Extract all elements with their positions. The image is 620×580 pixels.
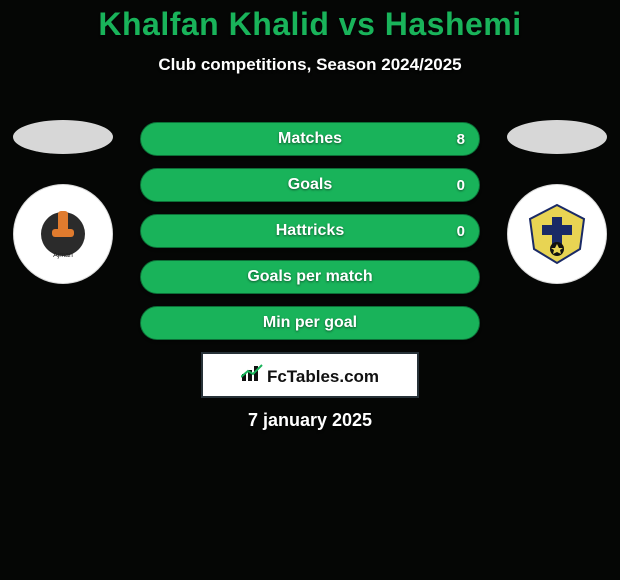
stat-label: Min per goal bbox=[263, 314, 357, 332]
stat-row-goals: Goals 0 bbox=[140, 168, 480, 202]
stat-label: Goals per match bbox=[247, 268, 372, 286]
stat-label: Goals bbox=[288, 176, 332, 194]
stat-label: Matches bbox=[278, 130, 342, 148]
stat-label: Hattricks bbox=[276, 222, 344, 240]
left-club-badge: Ajman bbox=[13, 184, 113, 284]
stat-right-value: 8 bbox=[457, 131, 465, 148]
stat-row-hattricks: Hattricks 0 bbox=[140, 214, 480, 248]
snapshot-date: 7 january 2025 bbox=[0, 410, 620, 431]
comparison-infographic: Khalfan Khalid vs Hashemi Club competiti… bbox=[0, 0, 620, 580]
left-club-crest-icon: Ajman bbox=[28, 199, 98, 269]
stat-right-value: 0 bbox=[457, 177, 465, 194]
brand-watermark: FcTables.com bbox=[201, 352, 419, 398]
stat-right-value: 0 bbox=[457, 223, 465, 240]
right-player-name-pill bbox=[507, 120, 607, 154]
left-player-side: Ajman bbox=[8, 120, 118, 284]
stat-pill-list: Matches 8 Goals 0 Hattricks 0 Goals per … bbox=[140, 122, 480, 340]
season-subtitle: Club competitions, Season 2024/2025 bbox=[0, 55, 620, 75]
stats-area: Ajman Matches 8 bbox=[0, 112, 620, 342]
brand-text: FcTables.com bbox=[267, 367, 379, 387]
stat-row-matches: Matches 8 bbox=[140, 122, 480, 156]
stat-row-min-per-goal: Min per goal bbox=[140, 306, 480, 340]
stat-row-goals-per-match: Goals per match bbox=[140, 260, 480, 294]
right-player-side bbox=[502, 120, 612, 284]
bar-chart-icon bbox=[241, 364, 263, 382]
page-title: Khalfan Khalid vs Hashemi bbox=[0, 0, 620, 43]
left-player-name-pill bbox=[13, 120, 113, 154]
right-club-crest-icon bbox=[522, 199, 592, 269]
right-club-badge bbox=[507, 184, 607, 284]
svg-text:Ajman: Ajman bbox=[53, 252, 73, 259]
